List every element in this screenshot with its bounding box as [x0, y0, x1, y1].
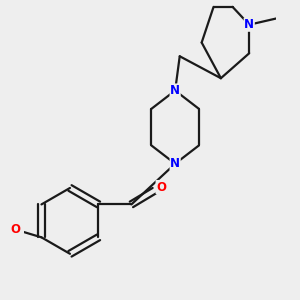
Text: N: N — [170, 157, 180, 170]
Text: N: N — [244, 18, 254, 31]
Text: N: N — [170, 84, 180, 97]
Text: O: O — [156, 181, 166, 194]
Text: O: O — [10, 223, 20, 236]
